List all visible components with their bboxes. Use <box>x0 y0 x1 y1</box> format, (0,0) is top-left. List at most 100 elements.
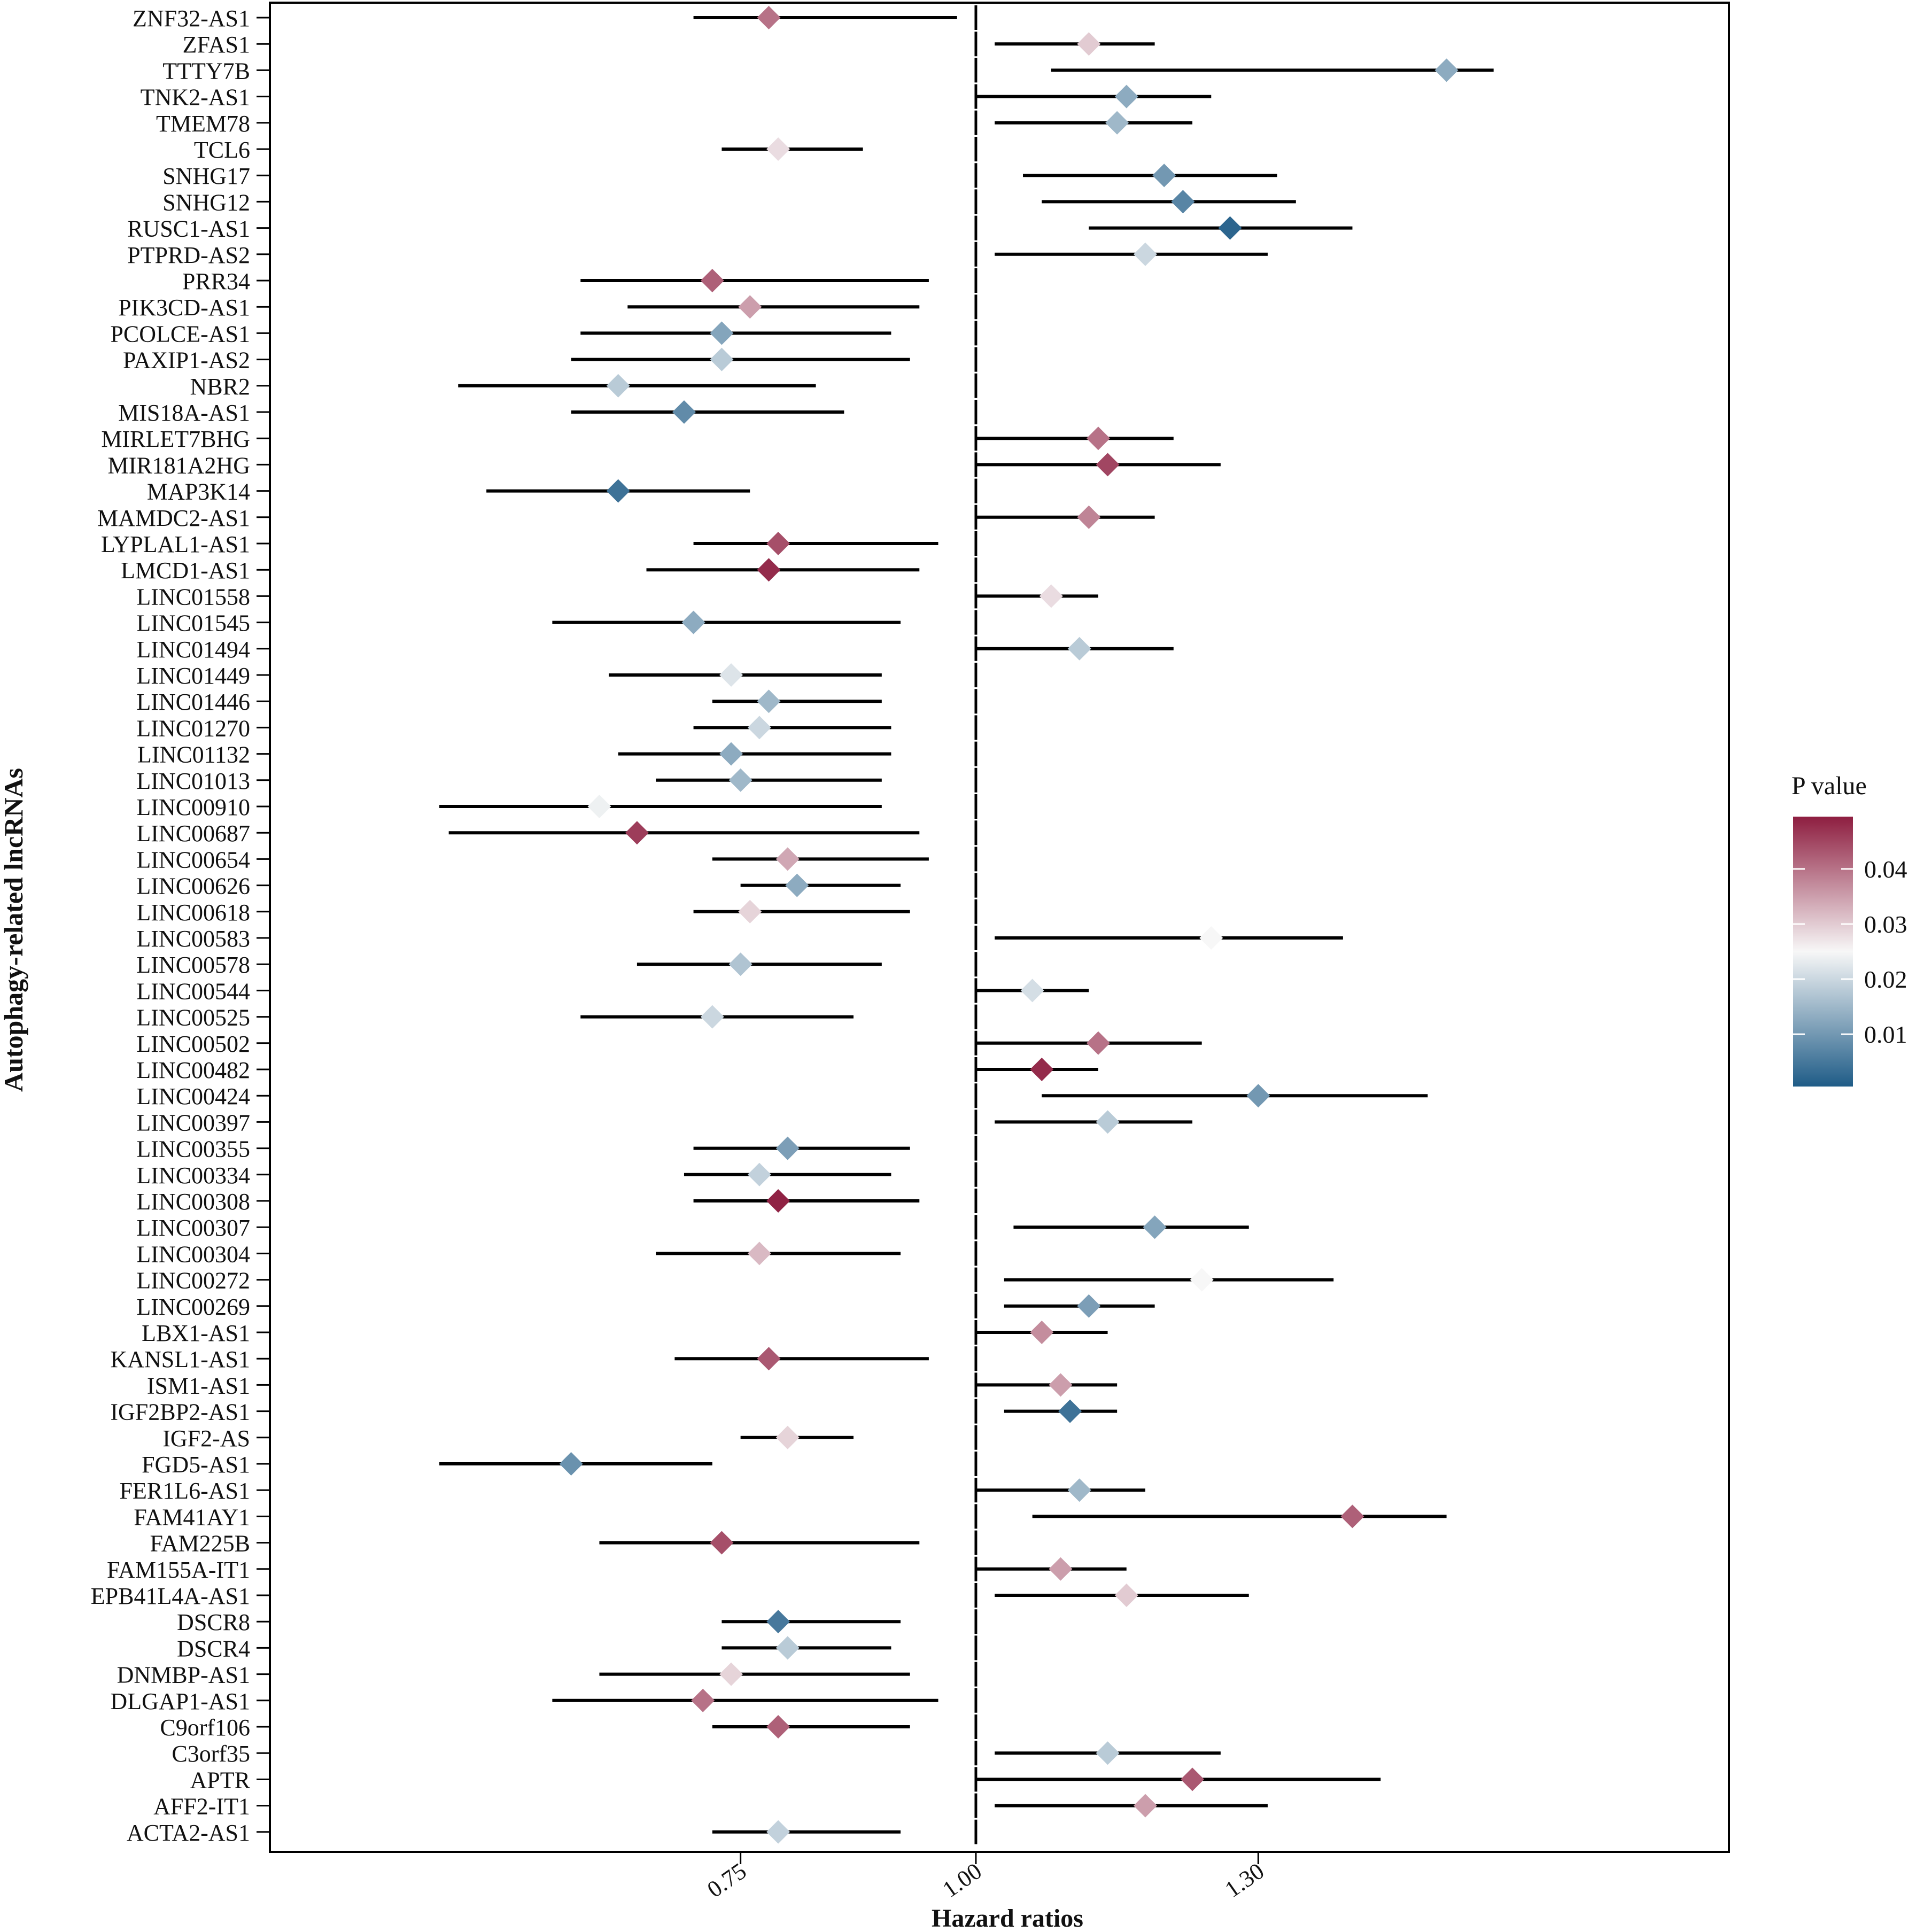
row-label: LINC01270 <box>136 715 250 741</box>
hazard-ratio-point <box>738 899 762 924</box>
hazard-ratio-point <box>1096 1110 1120 1134</box>
hazard-ratio-point <box>606 479 630 503</box>
forest-row: C9orf106 <box>160 1714 977 1741</box>
forest-row: LINC00544 <box>136 978 1089 1004</box>
hazard-ratio-point <box>1077 32 1101 56</box>
hazard-ratio-point <box>1086 426 1110 451</box>
hazard-ratio-point <box>1434 58 1458 82</box>
hazard-ratio-point <box>757 689 781 713</box>
forest-row: DSCR8 <box>177 1609 977 1635</box>
row-label: MAP3K14 <box>147 479 250 505</box>
row-label: RUSC1-AS1 <box>127 216 250 242</box>
y-axis-label: Autophagy-related lncRNAs <box>0 768 28 1092</box>
row-label: LYPLAL1-AS1 <box>101 531 250 557</box>
row-label: PIK3CD-AS1 <box>118 294 250 321</box>
hazard-ratio-point <box>1105 111 1129 135</box>
forest-row: PRR34 <box>182 268 977 294</box>
hazard-ratio-point <box>1246 1084 1270 1108</box>
forest-row: TTTY7B <box>162 58 1494 84</box>
forest-row: MAMDC2-AS1 <box>97 505 1155 531</box>
hazard-ratio-point <box>1134 1794 1157 1818</box>
hazard-ratio-point <box>606 374 630 398</box>
hazard-ratio-point <box>1067 637 1091 661</box>
row-label: C3orf35 <box>172 1741 250 1767</box>
hazard-ratio-point <box>700 269 724 292</box>
row-label: KANSL1-AS1 <box>110 1346 250 1372</box>
hazard-ratio-point <box>1049 1373 1073 1397</box>
row-label: LINC00687 <box>136 820 250 847</box>
forest-row: ZFAS1 <box>183 32 1155 58</box>
hazard-ratio-point <box>1190 1268 1214 1292</box>
forest-row: LINC00269 <box>136 1293 1155 1320</box>
hazard-ratio-point <box>1067 1478 1091 1502</box>
hazard-ratio-point <box>1077 505 1101 529</box>
hazard-ratio-point <box>1077 1294 1101 1318</box>
hazard-ratio-point <box>766 1189 790 1213</box>
hazard-ratio-point <box>775 1636 800 1660</box>
forest-row: LINC01270 <box>136 715 977 741</box>
forest-row: LINC00304 <box>136 1241 977 1267</box>
row-label: TTTY7B <box>162 58 250 84</box>
forest-row: MIS18A-AS1 <box>118 400 977 426</box>
hazard-ratio-point <box>766 1610 790 1634</box>
hazard-ratio-point <box>757 6 781 29</box>
forest-row: PTPRD-AS2 <box>127 242 1268 268</box>
row-label: ISM1-AS1 <box>147 1372 250 1399</box>
plot-panel <box>269 2 1730 1853</box>
forest-row: FER1L6-AS1 <box>120 1478 1145 1504</box>
forest-row: LINC00307 <box>136 1215 1249 1241</box>
row-label: EPB41L4A-AS1 <box>91 1583 250 1609</box>
hazard-ratio-point <box>1030 1321 1054 1344</box>
row-label: TCL6 <box>194 137 250 163</box>
row-label: LINC00583 <box>136 926 250 952</box>
forest-row: LINC00687 <box>136 820 977 847</box>
hazard-ratio-point <box>738 295 762 319</box>
row-label: IGF2-AS <box>162 1425 250 1452</box>
forest-row: SNHG12 <box>162 189 1296 215</box>
forest-row: LINC00626 <box>136 873 977 899</box>
row-label: LINC00269 <box>136 1294 250 1320</box>
row-label: MIRLET7BHG <box>101 426 250 452</box>
row-label: LINC01545 <box>136 610 250 637</box>
row-label: LINC00308 <box>136 1189 250 1215</box>
row-label: LINC00307 <box>136 1215 250 1241</box>
forest-row: EPB41L4A-AS1 <box>91 1583 1249 1609</box>
row-label: MAMDC2-AS1 <box>97 505 250 531</box>
hazard-ratio-point <box>1114 1584 1138 1607</box>
forest-row: TMEM78 <box>156 110 1193 137</box>
hazard-ratio-point <box>681 610 705 634</box>
hazard-ratio-point <box>775 1136 800 1160</box>
forest-row: LINC01494 <box>136 636 1174 663</box>
legend: P value 0.04 0.03 0.02 0.01 <box>1791 772 1907 1087</box>
row-label: LINC01446 <box>136 689 250 715</box>
forest-row: KANSL1-AS1 <box>110 1346 977 1372</box>
forest-row: LINC01449 <box>136 663 977 689</box>
row-label: PTPRD-AS2 <box>127 242 250 268</box>
hazard-ratio-point <box>719 663 743 687</box>
hazard-ratio-point <box>766 1715 790 1739</box>
row-label: LINC00626 <box>136 873 250 899</box>
legend-tick-label: 0.02 <box>1864 966 1907 993</box>
row-label: ZFAS1 <box>183 32 250 58</box>
row-label: ACTA2-AS1 <box>127 1820 250 1846</box>
hazard-ratio-point <box>766 137 790 161</box>
forest-row: LINC01132 <box>137 741 977 768</box>
hazard-ratio-point <box>710 347 734 371</box>
row-label: LINC01013 <box>136 768 250 794</box>
row-label: TMEM78 <box>156 111 250 137</box>
forest-row: LINC00583 <box>136 926 1343 952</box>
hazard-ratio-point <box>775 1425 800 1449</box>
row-label: FGD5-AS1 <box>142 1452 250 1478</box>
hazard-ratio-point <box>785 873 809 897</box>
forest-row: ISM1-AS1 <box>147 1372 1118 1399</box>
row-label: AFF2-IT1 <box>153 1794 250 1820</box>
row-label: DLGAP1-AS1 <box>110 1688 250 1714</box>
hazard-ratio-point <box>559 1452 583 1476</box>
hazard-ratio-point <box>766 532 790 555</box>
row-label: NBR2 <box>190 374 250 400</box>
hazard-ratio-point <box>1199 926 1223 950</box>
forest-row: LINC00502 <box>136 1030 1202 1057</box>
forest-row: PIK3CD-AS1 <box>118 294 977 321</box>
